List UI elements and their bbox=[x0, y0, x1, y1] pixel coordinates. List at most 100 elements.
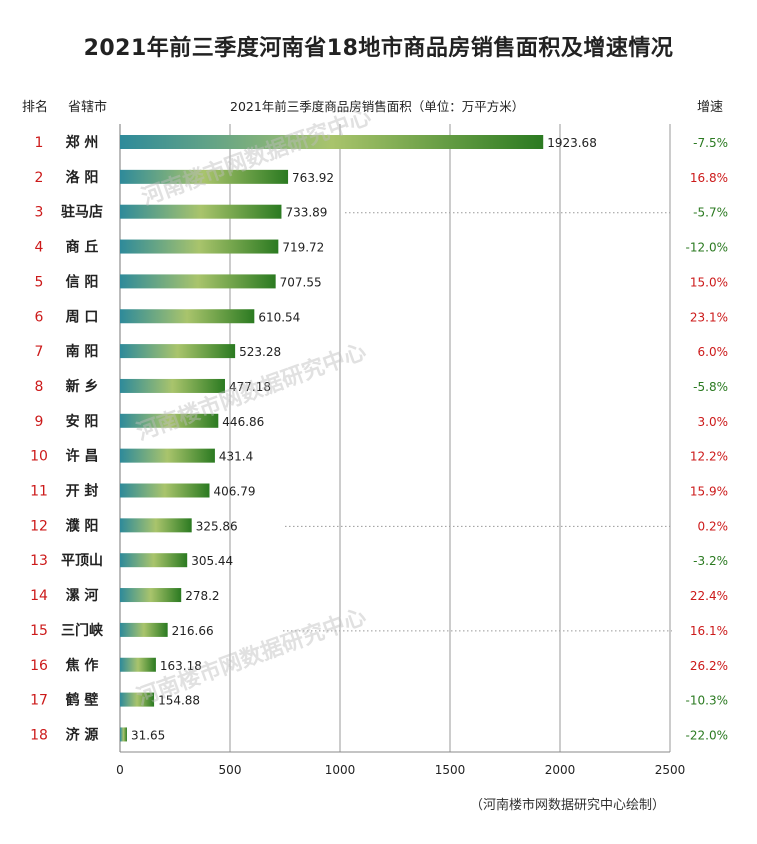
rank-label: 10 bbox=[30, 449, 48, 465]
growth-label: 15.9% bbox=[690, 485, 728, 499]
city-label: 许 昌 bbox=[66, 448, 99, 465]
city-label: 开 封 bbox=[66, 483, 99, 500]
bar bbox=[120, 413, 219, 428]
city-label: 周 口 bbox=[66, 309, 99, 325]
city-label: 郑 州 bbox=[66, 134, 99, 151]
growth-label: 3.0% bbox=[698, 415, 729, 429]
bar bbox=[120, 692, 155, 707]
rank-label: 4 bbox=[35, 240, 44, 256]
value-label: 406.79 bbox=[213, 485, 255, 499]
growth-label: -5.8% bbox=[693, 380, 728, 394]
rank-label: 17 bbox=[30, 693, 48, 709]
city-label: 济 源 bbox=[66, 726, 99, 743]
value-label: 1923.68 bbox=[547, 136, 597, 150]
city-label: 南 阳 bbox=[66, 343, 99, 360]
rank-label: 11 bbox=[30, 484, 48, 500]
bar bbox=[120, 274, 276, 289]
rank-label: 13 bbox=[30, 553, 48, 569]
city-label: 新 乡 bbox=[66, 378, 99, 395]
bar bbox=[120, 204, 282, 219]
growth-label: 22.4% bbox=[690, 589, 728, 603]
value-label: 707.55 bbox=[280, 275, 322, 289]
bar bbox=[120, 588, 182, 603]
bar bbox=[120, 483, 210, 498]
growth-label: 16.8% bbox=[690, 171, 728, 185]
bar bbox=[120, 378, 225, 393]
value-label: 446.86 bbox=[222, 415, 264, 429]
value-label: 431.4 bbox=[219, 450, 253, 464]
city-label: 鹤 壁 bbox=[66, 692, 99, 709]
growth-label: 16.1% bbox=[690, 624, 728, 638]
growth-header: 增速 bbox=[697, 100, 724, 115]
rank-label: 1 bbox=[35, 135, 44, 151]
growth-label: -7.5% bbox=[693, 136, 728, 150]
city-header: 省辖市 bbox=[68, 100, 108, 115]
rank-label: 8 bbox=[35, 379, 44, 395]
city-label: 安 阳 bbox=[66, 413, 99, 430]
city-label: 洛 阳 bbox=[66, 169, 99, 186]
growth-label: -12.0% bbox=[686, 241, 728, 255]
watermark-text: 河南楼市网数据研究中心 bbox=[138, 103, 374, 210]
value-label: 154.88 bbox=[158, 694, 200, 708]
bar bbox=[120, 448, 215, 463]
x-tick-label: 0 bbox=[116, 763, 124, 777]
value-label: 610.54 bbox=[258, 310, 300, 324]
x-tick-label: 2000 bbox=[545, 763, 576, 777]
bar bbox=[120, 344, 236, 359]
rank-label: 2 bbox=[35, 170, 44, 186]
value-label: 31.65 bbox=[131, 728, 165, 742]
city-label: 漯 河 bbox=[66, 587, 99, 604]
city-label: 商 丘 bbox=[66, 239, 99, 256]
value-label: 216.66 bbox=[172, 624, 214, 638]
rank-label: 16 bbox=[30, 658, 48, 674]
rank-label: 5 bbox=[35, 274, 44, 290]
rank-label: 14 bbox=[30, 588, 48, 604]
x-tick-label: 1000 bbox=[325, 763, 356, 777]
city-label: 信 阳 bbox=[66, 273, 99, 290]
value-label: 719.72 bbox=[282, 241, 324, 255]
bar bbox=[120, 309, 255, 324]
value-label: 163.18 bbox=[160, 659, 202, 673]
bar bbox=[120, 622, 168, 637]
x-tick-label: 1500 bbox=[435, 763, 466, 777]
city-label: 濮 阳 bbox=[66, 517, 99, 534]
x-tick-label: 2500 bbox=[655, 763, 686, 777]
rank-label: 6 bbox=[35, 309, 44, 325]
bar bbox=[120, 239, 279, 254]
rank-label: 12 bbox=[30, 518, 48, 534]
area-header: 2021年前三季度商品房销售面积（单位：万平方米） bbox=[230, 99, 525, 114]
growth-label: 23.1% bbox=[690, 310, 728, 324]
growth-label: 15.0% bbox=[690, 275, 728, 289]
value-label: 523.28 bbox=[239, 345, 281, 359]
value-label: 477.18 bbox=[229, 380, 271, 394]
growth-label: 0.2% bbox=[698, 519, 729, 533]
value-label: 733.89 bbox=[285, 206, 327, 220]
watermark-text: 河南楼市网数据研究中心 bbox=[133, 603, 369, 710]
bar bbox=[120, 169, 289, 184]
growth-label: -5.7% bbox=[693, 206, 728, 220]
growth-label: -22.0% bbox=[686, 728, 728, 742]
city-label: 三门峡 bbox=[61, 622, 104, 639]
bar bbox=[120, 135, 544, 149]
chart-title: 2021年前三季度河南省18地市商品房销售面积及增速情况 bbox=[83, 36, 674, 61]
bar bbox=[120, 553, 188, 568]
bar bbox=[120, 518, 192, 533]
city-label: 驻马店 bbox=[61, 204, 103, 221]
x-tick-label: 500 bbox=[219, 763, 242, 777]
rank-label: 7 bbox=[35, 344, 44, 360]
bar bbox=[120, 727, 127, 742]
rank-label: 3 bbox=[35, 205, 44, 221]
growth-label: -10.3% bbox=[686, 694, 728, 708]
growth-label: 6.0% bbox=[698, 345, 729, 359]
rank-header: 排名 bbox=[22, 100, 49, 115]
footer-credit: （河南楼市网数据研究中心绘制） bbox=[470, 798, 666, 813]
value-label: 278.2 bbox=[185, 589, 219, 603]
growth-label: 26.2% bbox=[690, 659, 728, 673]
value-label: 305.44 bbox=[191, 554, 233, 568]
value-label: 325.86 bbox=[196, 519, 238, 533]
city-label: 焦 作 bbox=[65, 657, 99, 674]
city-label: 平顶山 bbox=[61, 553, 103, 569]
bar bbox=[120, 657, 156, 672]
rank-label: 9 bbox=[35, 414, 44, 430]
